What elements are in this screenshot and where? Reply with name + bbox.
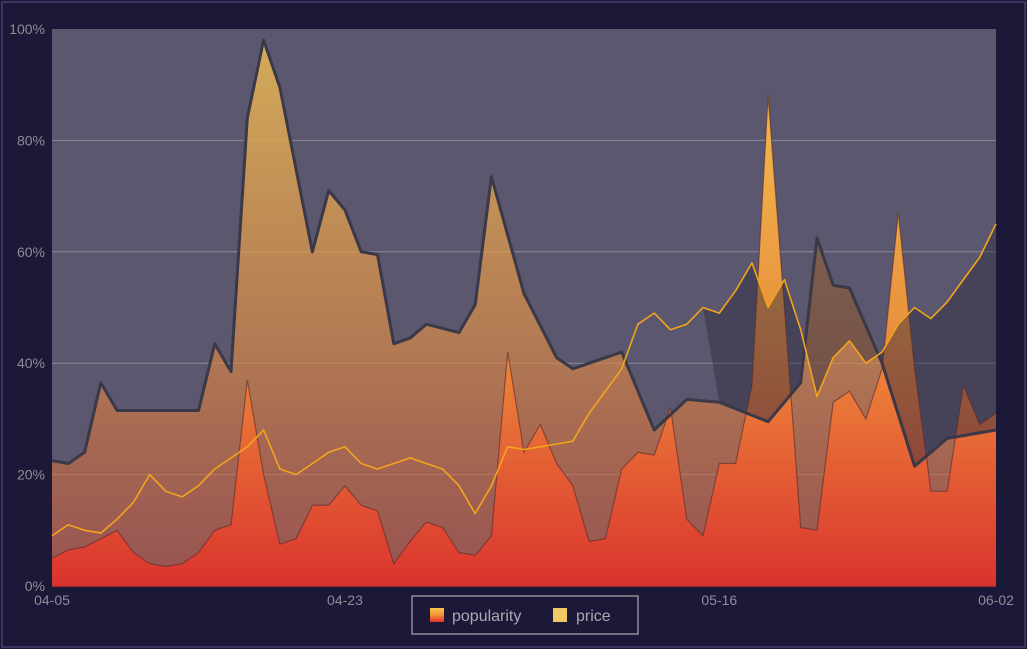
popularity-line: [51, 95, 997, 568]
y-axis-ticks: 0% 20% 40% 60% 80% 100%: [9, 21, 45, 594]
y-tick-label: 40%: [17, 355, 45, 371]
x-axis-ticks: 04-05 04-23 05-16 06-02: [34, 592, 1014, 608]
y-tick-label: 60%: [17, 244, 45, 260]
series-lines: [51, 38, 997, 587]
legend: popularity price: [411, 595, 639, 635]
band-line: [51, 38, 997, 468]
legend-swatch-popularity: [430, 608, 444, 622]
x-tick-label: 06-02: [978, 592, 1014, 608]
legend-label-price: price: [576, 608, 611, 625]
x-tick-label: 04-23: [327, 592, 363, 608]
y-tick-label: 100%: [9, 21, 45, 37]
legend-label-popularity: popularity: [452, 608, 521, 625]
y-tick-label: 0%: [25, 578, 45, 594]
y-tick-label: 20%: [17, 467, 45, 483]
series-areas: [52, 40, 996, 587]
y-tick-label: 80%: [17, 132, 45, 148]
legend-box: [411, 595, 639, 635]
popularity-area: [52, 95, 996, 587]
price-line: [51, 223, 997, 537]
legend-swatch-price: [553, 608, 567, 622]
x-tick-label: 04-05: [34, 592, 70, 608]
x-tick-label: 05-16: [701, 592, 737, 608]
price-gap-shade: [703, 223, 996, 467]
